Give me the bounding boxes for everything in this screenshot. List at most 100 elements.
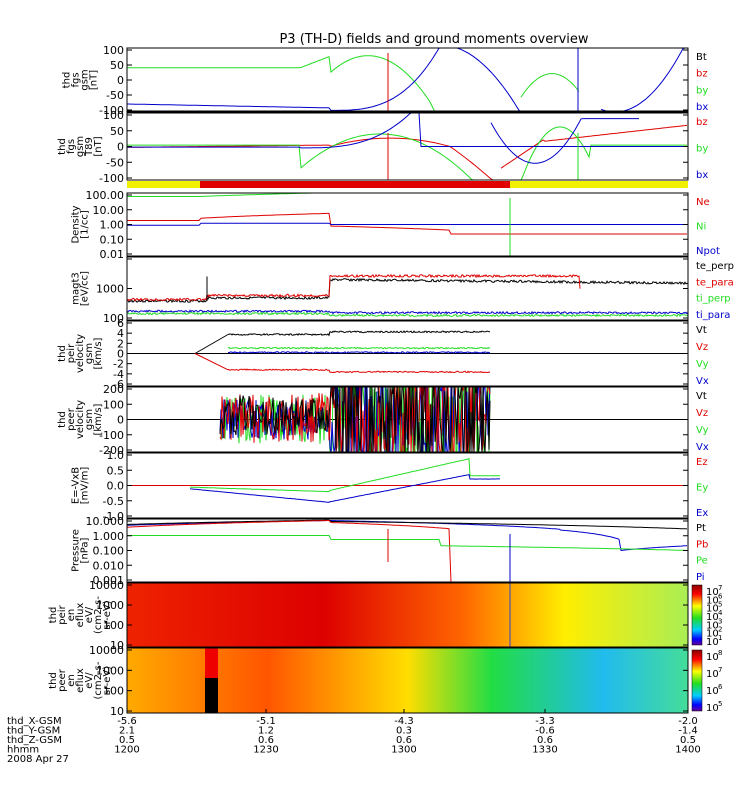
y-tick-label: 6 <box>117 317 124 330</box>
y-axis-label: peer <box>57 668 68 692</box>
x-axis-row-label: thd_Y-GSM <box>7 726 60 737</box>
y-axis-label: sr-eV) <box>102 600 113 629</box>
series-pe <box>127 535 687 551</box>
y-tick-label: -1.0 <box>103 510 124 523</box>
y-tick-label: -200 <box>99 444 124 457</box>
x-axis-value: 0.6 <box>396 735 412 746</box>
panel-p6-plot <box>127 387 688 452</box>
y-axis-label: [1/cc] <box>80 210 91 239</box>
y-axis-label: peir <box>57 604 68 624</box>
x-axis-value: -5.1 <box>256 716 276 727</box>
series-ey <box>190 458 500 493</box>
colorbar-exponent: 3 <box>718 617 722 625</box>
colorbar-label: 10 <box>706 652 719 663</box>
legend-pb: Pb <box>696 539 708 550</box>
x-axis-row-label: thd_X-GSM <box>7 716 62 727</box>
legend-vz: Vz <box>696 342 708 353</box>
y-tick-label: 2 <box>117 337 124 350</box>
x-axis-row-label: thd_Z-GSM <box>7 735 62 746</box>
colorbar-label: 10 <box>706 669 719 680</box>
legend-bz: bz <box>696 69 708 80</box>
y-tick-label: 0 <box>117 74 124 87</box>
series-pt <box>127 519 688 530</box>
y-tick-label: 0.5 <box>107 464 125 477</box>
legend-by: by <box>696 85 708 96</box>
y-axis-label: T89 <box>84 137 95 157</box>
series-vt <box>227 330 491 337</box>
y-tick-label: 10 <box>110 639 124 652</box>
y-axis-label: eV/ <box>84 672 95 689</box>
x-axis-value: 0.6 <box>537 735 553 746</box>
panel-frame <box>126 112 689 181</box>
colorbar-exponent: 7 <box>718 584 722 592</box>
y-axis-label: Pressure <box>71 529 82 572</box>
legend-vt: Vt <box>696 325 707 336</box>
y-axis-label: [eV/cc] <box>80 271 91 306</box>
y-tick-label: 0.100 <box>93 545 125 558</box>
y-tick-label: 100 <box>103 619 124 632</box>
y-axis-label: thd <box>57 411 68 428</box>
x-axis-value: 1230 <box>253 745 278 756</box>
heatmap-p9 <box>127 583 688 647</box>
y-tick-label: 100 <box>103 312 124 325</box>
colorbar-exponent: 6 <box>718 683 723 691</box>
y-tick-label: 100 <box>103 685 124 698</box>
status-bar-red <box>200 181 510 188</box>
y-axis-label: thd <box>57 138 68 155</box>
colorbar-exponent: 6 <box>718 592 723 600</box>
y-axis-label: gsm <box>75 136 86 157</box>
y-axis-label: peer <box>66 407 77 431</box>
y-axis-label: [nPa] <box>80 537 91 563</box>
series-ti-perp <box>127 311 688 318</box>
x-axis-value: 1300 <box>391 745 416 756</box>
y-axis-label: thd <box>48 672 59 689</box>
y-tick-label: 1000 <box>96 283 124 296</box>
y-tick-label: 0.10 <box>100 233 125 246</box>
y-tick-label: 50 <box>110 59 124 72</box>
panel-frame <box>126 47 689 113</box>
series-te-perp <box>127 277 688 303</box>
colorbar-scale <box>691 584 703 646</box>
series-by <box>127 55 687 112</box>
series-by-2 <box>520 73 580 98</box>
x-axis-value: -1.4 <box>678 726 698 737</box>
y-tick-label: 0.010 <box>93 559 125 572</box>
legend-te_para: te_para <box>696 277 734 288</box>
y-axis-label: thd <box>48 607 59 624</box>
panel-p4: 1000 100 magt3[eV/cc] te_perp te_para ti_perp… <box>71 256 734 325</box>
y-tick-label: 0 <box>117 414 124 427</box>
y-tick-label: 1.000 <box>93 530 125 543</box>
panel-p10: 10000 1000 100 10 thdpeerenefluxeV/(cm2-s-sr… <box>48 644 723 718</box>
y-axis-label: en <box>66 674 77 687</box>
legend-pt: Pt <box>696 523 706 534</box>
data-gap-red <box>205 648 218 678</box>
panel-frame <box>126 386 689 453</box>
colorbar-exponent: 7 <box>718 666 722 674</box>
x-axis-value: 1200 <box>114 745 139 756</box>
colorbar-exponent: 8 <box>718 649 722 657</box>
y-axis-label: (cm2-s- <box>93 596 104 634</box>
legend-pe: Pe <box>696 556 708 567</box>
series-vz <box>227 368 491 374</box>
y-tick-label: 1000 <box>96 664 124 677</box>
panel-p9: 10000 1000 100 10 thdpeirenefluxeV/(cm2-s-sr… <box>48 579 723 652</box>
y-axis-label: fgs <box>66 139 77 154</box>
y-tick-label: 10.000 <box>86 515 125 528</box>
panel-p3: 100.00 10.00 1.000.10 0.01 Density[1/cc] Ne Ni… <box>71 189 720 261</box>
y-axis-label: en <box>66 609 77 622</box>
panel-frame <box>126 320 689 387</box>
colorbar-label: 10 <box>706 604 719 615</box>
series-te-para <box>127 273 581 302</box>
legend-vt: Vt <box>696 391 707 402</box>
series-bz <box>127 137 687 180</box>
legend-pi: Pi <box>696 572 705 583</box>
y-tick-label: -50 <box>106 89 124 102</box>
x-axis-value: -3.3 <box>535 716 555 727</box>
legend-vx: Vx <box>696 442 709 453</box>
colorbar-label: 10 <box>706 620 719 631</box>
